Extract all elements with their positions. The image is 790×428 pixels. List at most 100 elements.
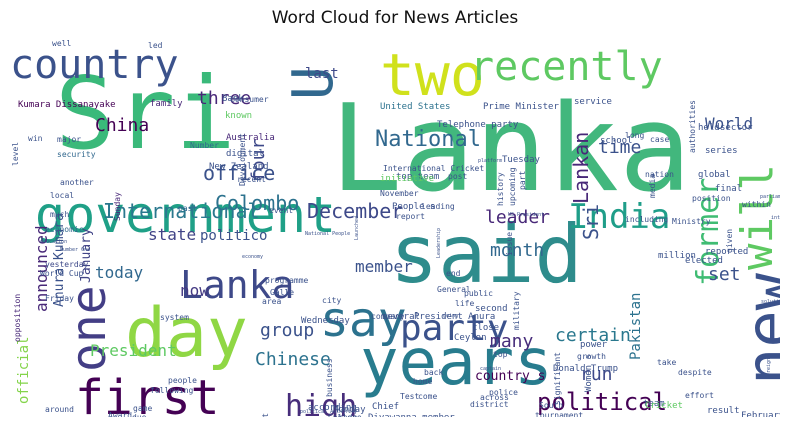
word-made: made (338, 413, 357, 417)
word-said: said (390, 208, 583, 301)
word-friday: Friday (45, 294, 74, 303)
word-test: Test (400, 392, 419, 401)
word-top: top (493, 350, 508, 359)
word-two: two (380, 41, 485, 109)
word-international: International (103, 199, 260, 223)
word-local: local (50, 191, 74, 200)
word-world: World (705, 114, 753, 133)
word-level: level (11, 142, 20, 166)
word-college: College (328, 413, 362, 417)
word-end: end (446, 269, 461, 278)
word-one: one (61, 285, 117, 372)
word-part: part (518, 171, 527, 190)
word-will: will (732, 164, 780, 270)
word-certain: certain (555, 325, 631, 346)
word-initiative: initiative (380, 174, 434, 184)
word-team: team (643, 399, 665, 409)
word-chinese: Chinese (255, 349, 331, 370)
word-take: take (657, 358, 676, 367)
word-police: police (489, 388, 518, 397)
word-game: game (133, 404, 152, 413)
word-authorities: authorities (688, 100, 697, 153)
word-people: people (168, 376, 197, 385)
word-government: government (35, 186, 336, 244)
word-area: area (262, 297, 281, 306)
word-official: official (16, 337, 32, 404)
word-programme: programme (265, 276, 309, 285)
word-tuesday: Tuesday (502, 155, 541, 165)
word-family: family (150, 99, 183, 109)
word-chief: Chief (372, 402, 399, 412)
word-bank: Bank (222, 94, 244, 104)
word-growth: growth (577, 352, 606, 361)
word-president-anura: President Anura (414, 312, 495, 322)
word-former: former (691, 178, 726, 286)
word-recent: recent (237, 175, 266, 184)
word-despite: despite (678, 368, 712, 377)
word-february: February (741, 411, 780, 417)
word-national: National (375, 127, 481, 152)
word-education: education (40, 239, 67, 245)
word-u: U (281, 66, 346, 100)
word-ceylon: Ceylon (454, 333, 487, 343)
word-nation: nation (645, 170, 674, 179)
word-event: event (269, 206, 293, 215)
word-yesterday: yesterday (45, 260, 89, 269)
word-award: Award (108, 411, 132, 417)
word-interest: interest (771, 215, 780, 221)
word-party: party (400, 308, 508, 349)
word-number-one: Number One (60, 247, 90, 253)
word-school: school (600, 136, 633, 146)
word-power: power (580, 340, 608, 350)
word-sunday: Sunday (113, 192, 122, 221)
word-today: today (95, 263, 144, 282)
word-country-s: country s (475, 369, 545, 384)
word-country: country (10, 42, 179, 88)
word-south: South (539, 401, 563, 410)
word-around: around (45, 405, 74, 414)
word-office: office (203, 161, 275, 185)
word-several: several (382, 312, 420, 322)
word-digital: digital (226, 149, 264, 159)
word-much: much (50, 210, 69, 219)
word-elected: elected (685, 256, 723, 266)
word-system: system (160, 313, 189, 322)
word-time: time (598, 137, 641, 158)
word-first: first (75, 370, 220, 417)
word-history: history (496, 172, 505, 206)
word-leading: leading (421, 202, 455, 211)
word-case: case (650, 135, 669, 144)
word-security: security (57, 150, 96, 159)
word-cricket: Cricket (645, 401, 683, 411)
word-diyawanna-member: Diyawanna member (368, 413, 455, 417)
word-political-authority: political Authority (300, 409, 357, 415)
word-economic: economic (45, 225, 84, 234)
word-china: China (95, 115, 149, 136)
word-position: position (692, 194, 731, 203)
word-galle: Galle (270, 288, 294, 297)
word-sri: Sri (55, 55, 236, 172)
word-series: series (705, 146, 738, 156)
word-public: public (464, 289, 493, 298)
word-top-team: top team (396, 172, 439, 182)
word-tournament: tournament (535, 411, 583, 417)
word-result: result (707, 406, 740, 416)
word-donald-trump: Donald Trump (553, 364, 618, 374)
word-years: years (360, 326, 553, 400)
word-say: say (320, 292, 407, 348)
word-home: home (413, 377, 432, 386)
word-well: well (52, 39, 71, 48)
word-platform: platform (478, 158, 502, 164)
word-company: company (371, 312, 405, 321)
word-number: Number (190, 141, 219, 150)
word-high: high (285, 389, 357, 417)
word-final: final (715, 184, 742, 194)
word-effort: effort (685, 391, 714, 400)
word-parliament: parliament (760, 194, 780, 200)
word-led: led (148, 41, 163, 50)
word-many: many (490, 331, 534, 352)
word-set: set (708, 264, 741, 285)
word-military: military (512, 291, 521, 330)
word-international-cricket: International Cricket (383, 164, 484, 173)
